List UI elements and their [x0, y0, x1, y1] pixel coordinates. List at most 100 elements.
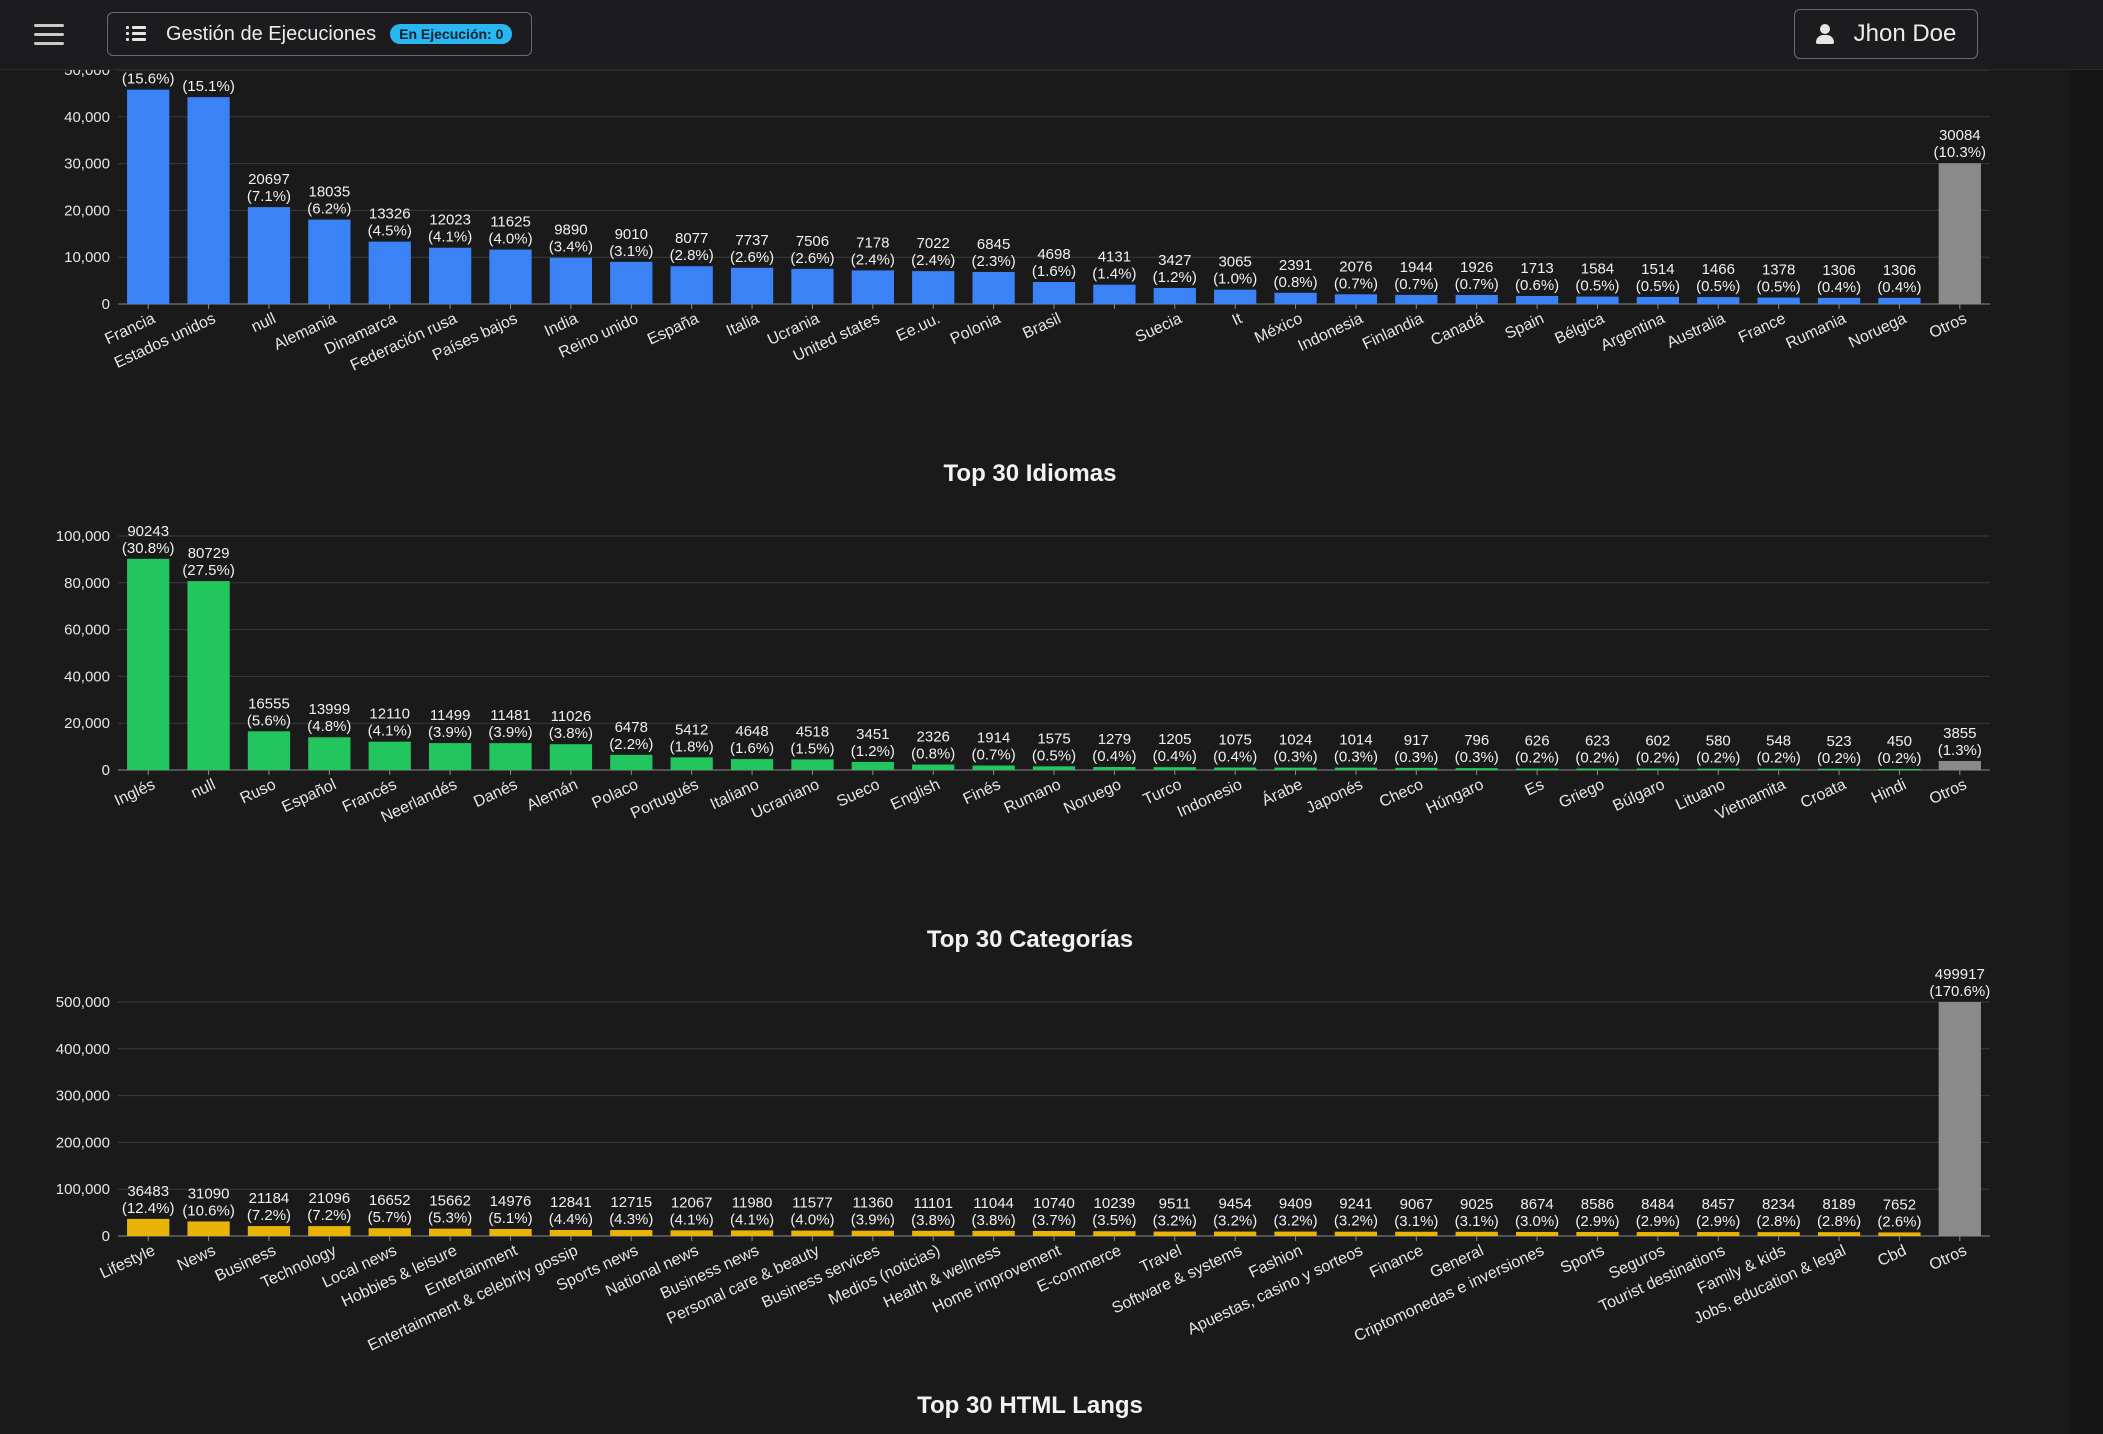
- bar: [187, 97, 230, 304]
- value-label: 16652: [369, 1192, 411, 1209]
- value-label: 2326: [917, 729, 950, 746]
- bar: [247, 1226, 291, 1236]
- value-label: 11481: [490, 707, 531, 724]
- x-tick-label: Es: [1523, 776, 1547, 799]
- percent-label: (1.8%): [670, 738, 714, 755]
- percent-label: (3.0%): [1515, 1213, 1559, 1230]
- bar: [187, 581, 230, 770]
- value-label: 8234: [1762, 1196, 1795, 1213]
- bar: [127, 558, 170, 770]
- percent-label: (0.7%): [1455, 276, 1499, 293]
- bar: [1032, 282, 1076, 304]
- x-tick-label: Húngaro: [1424, 776, 1487, 817]
- bar: [247, 207, 291, 304]
- x-tick-label: Ee.uu.: [894, 310, 943, 345]
- value-label: 523: [1827, 733, 1852, 750]
- x-tick-label: Árabe: [1259, 774, 1306, 809]
- percent-label: (3.1%): [1455, 1213, 1499, 1230]
- user-menu-button[interactable]: Jhon Doe: [1794, 9, 1978, 59]
- bar: [1938, 760, 1981, 770]
- value-label: 31090: [188, 1185, 230, 1202]
- value-label: 3065: [1218, 254, 1251, 271]
- percent-label: (0.4%): [1877, 279, 1921, 296]
- hamburger-menu-icon[interactable]: [34, 22, 66, 46]
- percent-label: (4.5%): [368, 223, 412, 240]
- percent-label: (3.2%): [1153, 1213, 1197, 1230]
- percent-label: (7.1%): [247, 188, 291, 205]
- x-tick-label: France: [1736, 310, 1788, 346]
- value-label: 12067: [671, 1194, 713, 1211]
- value-label: 11044: [973, 1195, 1014, 1212]
- y-tick-label: 60,000: [64, 622, 110, 639]
- percent-label: (1.4%): [1092, 266, 1136, 283]
- executions-management-button[interactable]: Gestión de Ejecuciones En Ejecución: 0: [107, 12, 532, 56]
- bar: [791, 759, 834, 770]
- bar: [1938, 163, 1981, 304]
- x-tick-label: Búlgaro: [1610, 776, 1667, 815]
- percent-label: (1.3%): [1938, 742, 1982, 759]
- value-label: 30084: [1939, 127, 1981, 144]
- bar: [428, 743, 472, 770]
- chart-title-categories: Top 30 Categorías: [926, 926, 1134, 953]
- y-tick-label: 0: [102, 296, 110, 313]
- x-tick-label: India: [542, 310, 581, 340]
- bar: [670, 757, 713, 770]
- bar: [1093, 284, 1136, 304]
- value-label: 1926: [1460, 259, 1493, 276]
- value-label: 4698: [1037, 246, 1070, 263]
- x-tick-label: España: [645, 310, 701, 348]
- bar: [1576, 768, 1619, 770]
- page-scrollbar[interactable]: [2071, 70, 2103, 1434]
- y-tick-label: 500,000: [56, 994, 110, 1011]
- x-tick-label: Entertainment & celebrity gossip: [365, 1242, 580, 1354]
- percent-label: (2.9%): [1575, 1213, 1619, 1230]
- y-tick-label: 100,000: [56, 528, 110, 545]
- value-label: 1584: [1581, 261, 1614, 278]
- bar: [1455, 768, 1498, 770]
- y-tick-label: 30,000: [64, 156, 110, 173]
- value-label: 11980: [732, 1194, 773, 1211]
- y-axis-ticks: 0 10,000 20,000 30,000 40,000 50,000: [64, 70, 1990, 313]
- x-tick-label: English: [888, 776, 943, 814]
- percent-label: (0.2%): [1515, 750, 1559, 767]
- bar: [308, 219, 351, 304]
- bar: [670, 266, 713, 304]
- bar: [972, 1230, 1015, 1236]
- value-label: 8586: [1581, 1196, 1614, 1213]
- bar: [368, 741, 411, 770]
- value-label: 21096: [308, 1190, 350, 1207]
- value-label: 9511: [1159, 1196, 1191, 1213]
- percent-label: (3.5%): [1092, 1212, 1136, 1229]
- percent-label: (1.2%): [851, 743, 895, 760]
- y-tick-label: 20,000: [64, 715, 110, 732]
- x-tick-label: Sueco: [834, 776, 882, 811]
- x-tick-label: Japonés: [1304, 776, 1366, 817]
- percent-label: (0.5%): [1696, 278, 1740, 295]
- value-label: 1378: [1762, 262, 1795, 279]
- x-tick-label: Australia: [1664, 310, 1728, 352]
- percent-label: (6.2%): [307, 201, 351, 218]
- value-label: 20697: [248, 171, 290, 188]
- value-label: 11026: [551, 708, 592, 725]
- bar: [428, 1228, 472, 1236]
- value-label: 5412: [675, 721, 708, 738]
- value-label: 9241: [1339, 1196, 1372, 1213]
- percent-label: (3.4%): [549, 239, 593, 256]
- bar: [1515, 295, 1559, 304]
- bar: [428, 247, 472, 304]
- bar: [1274, 767, 1317, 770]
- percent-label: (4.3%): [609, 1211, 653, 1228]
- x-tick-label: Cbd: [1875, 1242, 1909, 1270]
- x-tick-label: Griego: [1556, 776, 1607, 812]
- bar: [489, 1228, 532, 1236]
- percent-label: (0.2%): [1757, 750, 1801, 767]
- value-label: 4131: [1098, 249, 1131, 266]
- value-label: 450: [1887, 733, 1912, 750]
- percent-label: (0.2%): [1636, 750, 1680, 767]
- value-label: 9010: [615, 226, 648, 243]
- bar: [1032, 1230, 1076, 1236]
- bar: [1153, 1231, 1196, 1236]
- bar: [489, 249, 532, 304]
